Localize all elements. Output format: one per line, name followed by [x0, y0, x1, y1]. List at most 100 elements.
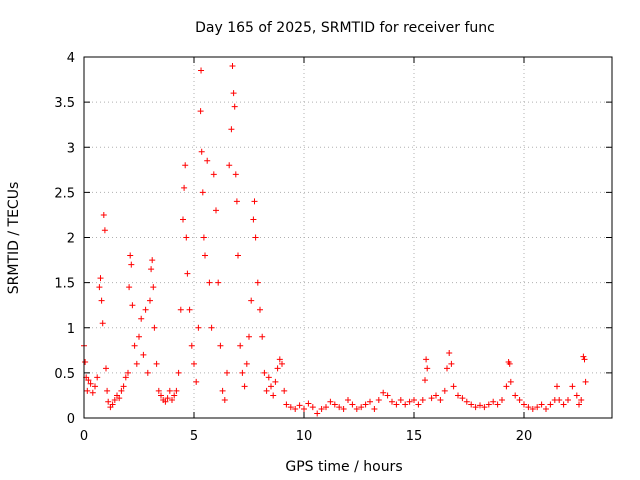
data-point [444, 365, 450, 372]
data-point [580, 353, 587, 360]
data-point [133, 360, 140, 367]
y-tick-label: 2.5 [54, 186, 75, 201]
data-point [582, 378, 589, 385]
data-point [336, 404, 343, 411]
data-point [127, 252, 134, 259]
data-point [85, 377, 92, 384]
data-point [353, 405, 360, 412]
data-point [210, 171, 217, 178]
data-point [243, 360, 250, 367]
data-point [213, 207, 219, 214]
data-point [151, 324, 158, 331]
data-point [235, 252, 241, 259]
data-point [411, 396, 417, 403]
data-point [472, 404, 479, 411]
data-points [81, 63, 589, 417]
data-point [358, 404, 365, 411]
data-point [534, 404, 541, 411]
data-point [446, 350, 453, 357]
data-point [314, 410, 321, 417]
data-point [309, 404, 316, 411]
data-point [254, 279, 261, 286]
data-point [237, 342, 244, 349]
data-point [202, 252, 208, 259]
data-point [147, 297, 153, 304]
data-point [543, 405, 549, 412]
data-point [221, 396, 228, 403]
data-point [455, 392, 461, 399]
data-point [485, 401, 492, 408]
data-point [125, 369, 131, 376]
data-point [128, 261, 135, 268]
data-point [380, 389, 387, 396]
data-point [477, 402, 483, 409]
data-point [116, 395, 123, 402]
data-point [349, 401, 356, 408]
data-point [229, 63, 236, 70]
data-point [100, 211, 107, 218]
data-point [578, 396, 585, 403]
data-point [84, 387, 91, 394]
data-point [450, 383, 457, 390]
data-point [251, 198, 258, 205]
data-point [175, 369, 182, 376]
data-point [198, 67, 205, 74]
data-point [177, 306, 184, 313]
data-point [459, 395, 466, 402]
data-point [281, 387, 288, 394]
data-point [521, 401, 527, 408]
data-point [283, 401, 290, 408]
data-point [576, 401, 582, 408]
data-point [323, 404, 329, 411]
data-point [89, 389, 96, 396]
data-point [318, 405, 325, 412]
data-point [305, 400, 312, 407]
data-point [499, 396, 505, 403]
data-point [274, 365, 281, 372]
data-point [437, 396, 444, 403]
data-point [481, 404, 488, 411]
data-point [367, 398, 373, 405]
data-point [224, 369, 230, 376]
data-point [96, 284, 103, 291]
data-point [362, 401, 369, 408]
data-point [144, 369, 151, 376]
data-point [428, 395, 435, 402]
data-point [232, 171, 239, 178]
data-point [98, 297, 105, 304]
data-point [87, 380, 94, 387]
data-point [198, 148, 205, 155]
data-point [195, 324, 202, 331]
data-point [384, 392, 391, 399]
chart-title: Day 165 of 2025, SRMTID for receiver fun… [195, 20, 495, 36]
data-point [215, 279, 222, 286]
data-point [219, 387, 226, 394]
data-point [101, 227, 108, 234]
data-point [183, 234, 190, 241]
data-point [99, 320, 106, 327]
data-point [554, 383, 560, 390]
data-point [173, 387, 180, 394]
data-point [525, 404, 532, 411]
data-point [268, 383, 274, 390]
data-point [547, 401, 554, 408]
data-point [272, 378, 279, 385]
data-point [217, 342, 224, 349]
data-point [120, 383, 127, 390]
data-point [569, 383, 576, 390]
axis-ticks: 0 0.5 1 1.5 2 2.5 3 3.5 4 0 5 10 15 20 [54, 51, 612, 444]
data-point [126, 284, 133, 291]
data-point [148, 266, 155, 273]
data-point [140, 351, 147, 358]
data-point [397, 396, 404, 403]
data-point [393, 401, 400, 408]
data-point [301, 405, 307, 412]
data-point [265, 374, 272, 381]
y-tick-label: 1.5 [54, 277, 75, 292]
data-point [423, 356, 430, 363]
data-point [259, 333, 266, 340]
x-tick-label: 5 [190, 429, 198, 444]
data-point [233, 198, 240, 205]
data-point [512, 392, 519, 399]
data-point [506, 360, 513, 367]
